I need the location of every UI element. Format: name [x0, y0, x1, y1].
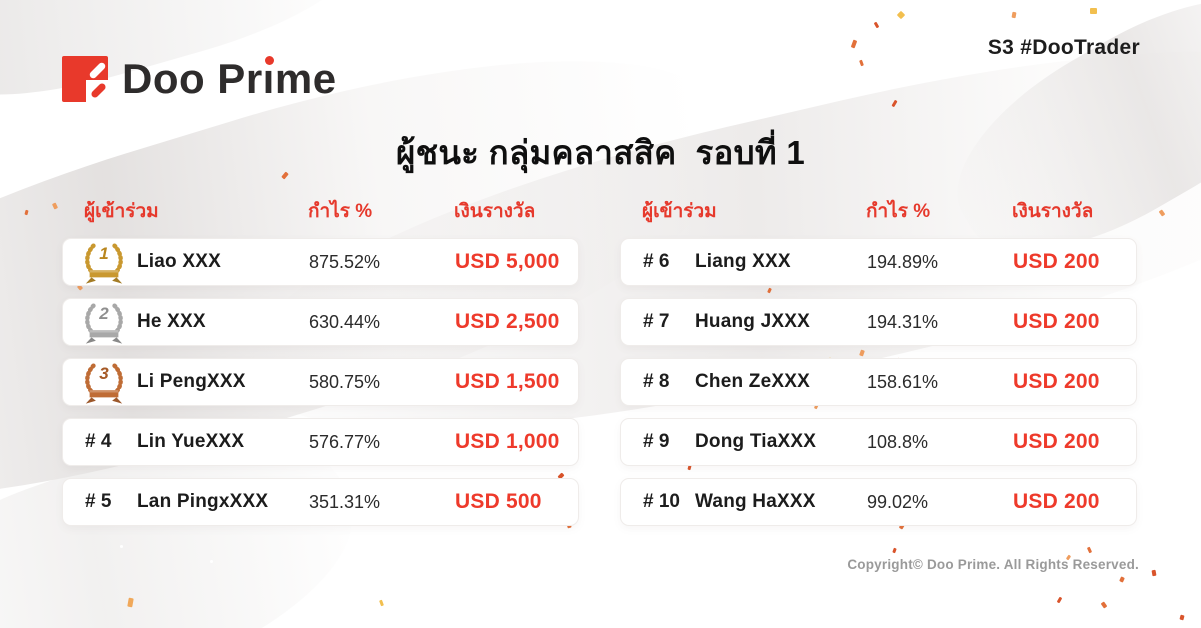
prize-amount: USD 200	[1013, 310, 1100, 333]
confetti-speck	[896, 10, 906, 20]
rank-number: # 5	[85, 491, 112, 512]
season-tag: S3 #DooTrader	[987, 36, 1140, 59]
profit-percent: 875.52%	[309, 251, 381, 272]
table-row-rank-9: # 9 Dong TiaXXX 108.8% USD 200	[620, 418, 1137, 466]
profit-percent: 580.75%	[309, 371, 381, 392]
prize-amount: USD 1,000	[455, 430, 560, 453]
confetti-speck	[891, 99, 898, 108]
profit-percent: 108.8%	[867, 431, 929, 452]
rank-number: # 8	[643, 371, 670, 392]
profit-percent: 194.31%	[867, 311, 939, 332]
participant-name: He XXX	[137, 311, 206, 332]
participant-name: Wang HaXXX	[695, 491, 816, 512]
copyright-text: Copyright© Doo Prime. All Rights Reserve…	[847, 557, 1139, 572]
profit-percent: 351.31%	[309, 491, 381, 512]
confetti-speck	[850, 39, 858, 49]
profit-percent: 99.02%	[867, 491, 929, 512]
medal-number: 1	[99, 244, 109, 263]
participant-name: Lan PingxXXX	[137, 491, 269, 512]
prize-amount: USD 200	[1013, 490, 1100, 513]
confetti-speck	[120, 545, 123, 548]
confetti-speck	[1056, 596, 1063, 604]
column-header-profit: กำไร %	[308, 201, 373, 222]
table-row-rank-2: 2 He XXX 630.44% USD 2,500	[62, 298, 579, 346]
table-row-rank-10: # 10 Wang HaXXX 99.02% USD 200	[620, 478, 1137, 526]
confetti-speck	[1090, 8, 1097, 14]
participant-name: Li PengXXX	[137, 371, 246, 392]
column-header-prize: เงินรางวัล	[454, 201, 536, 222]
doo-prime-logo: Doo Prı me	[62, 55, 337, 103]
prize-amount: USD 200	[1013, 430, 1100, 453]
prize-amount: USD 2,500	[455, 310, 560, 333]
confetti-speck	[210, 560, 213, 563]
table-header: ผู้เข้าร่วม กำไร % เงินรางวัล	[62, 196, 579, 238]
silver-medal-icon: 2	[81, 298, 127, 346]
table-header: ผู้เข้าร่วม กำไร % เงินรางวัล	[620, 196, 1137, 238]
page-title: ผู้ชนะ กลุ่มคลาสสิค รอบที่ 1	[395, 134, 806, 171]
prize-amount: USD 5,000	[455, 250, 560, 273]
prize-amount: USD 200	[1013, 370, 1100, 393]
confetti-speck	[1158, 209, 1166, 217]
rank-number: # 4	[85, 431, 112, 452]
confetti-speck	[1179, 614, 1185, 621]
participant-name: Liao XXX	[137, 251, 221, 272]
column-header-participant: ผู้เข้าร่วม	[642, 201, 717, 222]
prize-amount: USD 200	[1013, 250, 1100, 273]
column-header-profit: กำไร %	[866, 201, 931, 222]
rank-number: # 9	[643, 431, 670, 452]
prize-amount: USD 500	[455, 490, 542, 513]
table-row-rank-8: # 8 Chen ZeXXX 158.61% USD 200	[620, 358, 1137, 406]
doo-prime-logo-icon	[62, 56, 109, 103]
participant-name: Dong TiaXXX	[695, 431, 817, 452]
confetti-speck	[892, 547, 897, 554]
participant-name: Huang JXXX	[695, 311, 810, 332]
confetti-speck	[1100, 601, 1108, 609]
medal-number: 2	[99, 304, 109, 323]
brand-i-dot	[264, 56, 274, 65]
rank-number: # 10	[643, 491, 680, 512]
leaderboard-ranks-1-5: ผู้เข้าร่วม กำไร % เงินรางวัล 1 Liao XXX…	[62, 196, 579, 538]
confetti-speck	[379, 599, 384, 607]
confetti-speck	[1011, 11, 1017, 19]
participant-name: Lin YueXXX	[137, 431, 245, 452]
profit-percent: 630.44%	[309, 311, 381, 332]
table-row-rank-7: # 7 Huang JXXX 194.31% USD 200	[620, 298, 1137, 346]
confetti-speck	[859, 59, 864, 67]
bronze-medal-icon: 3	[81, 358, 127, 406]
table-row-rank-5: # 5 Lan PingxXXX 351.31% USD 500	[62, 478, 579, 526]
column-header-participant: ผู้เข้าร่วม	[84, 201, 159, 222]
table-row-rank-4: # 4 Lin YueXXX 576.77% USD 1,000	[62, 418, 579, 466]
gold-medal-icon: 1	[81, 238, 127, 286]
confetti-speck	[1151, 569, 1157, 577]
table-row-rank-1: 1 Liao XXX 875.52% USD 5,000	[62, 238, 579, 286]
profit-percent: 576.77%	[309, 431, 381, 452]
profit-percent: 158.61%	[867, 371, 939, 392]
participant-name: Chen ZeXXX	[695, 371, 810, 392]
table-row-rank-3: 3 Li PengXXX 580.75% USD 1,500	[62, 358, 579, 406]
participant-name: Liang XXX	[695, 251, 791, 272]
brand-wordmark: Doo Prı me	[122, 55, 337, 102]
prize-amount: USD 1,500	[455, 370, 560, 393]
rank-number: # 7	[643, 311, 670, 332]
confetti-speck	[873, 21, 880, 29]
medal-number: 3	[99, 364, 109, 383]
profit-percent: 194.89%	[867, 251, 939, 272]
confetti-speck	[1086, 546, 1093, 554]
confetti-speck	[127, 597, 134, 608]
rank-number: # 6	[643, 251, 670, 272]
confetti-speck	[1119, 576, 1125, 583]
confetti-speck	[51, 202, 59, 210]
leaderboard-ranks-6-10: ผู้เข้าร่วม กำไร % เงินรางวัล # 6 Liang …	[620, 196, 1137, 538]
column-header-prize: เงินรางวัล	[1012, 201, 1094, 222]
table-row-rank-6: # 6 Liang XXX 194.89% USD 200	[620, 238, 1137, 286]
confetti-speck	[24, 209, 29, 216]
